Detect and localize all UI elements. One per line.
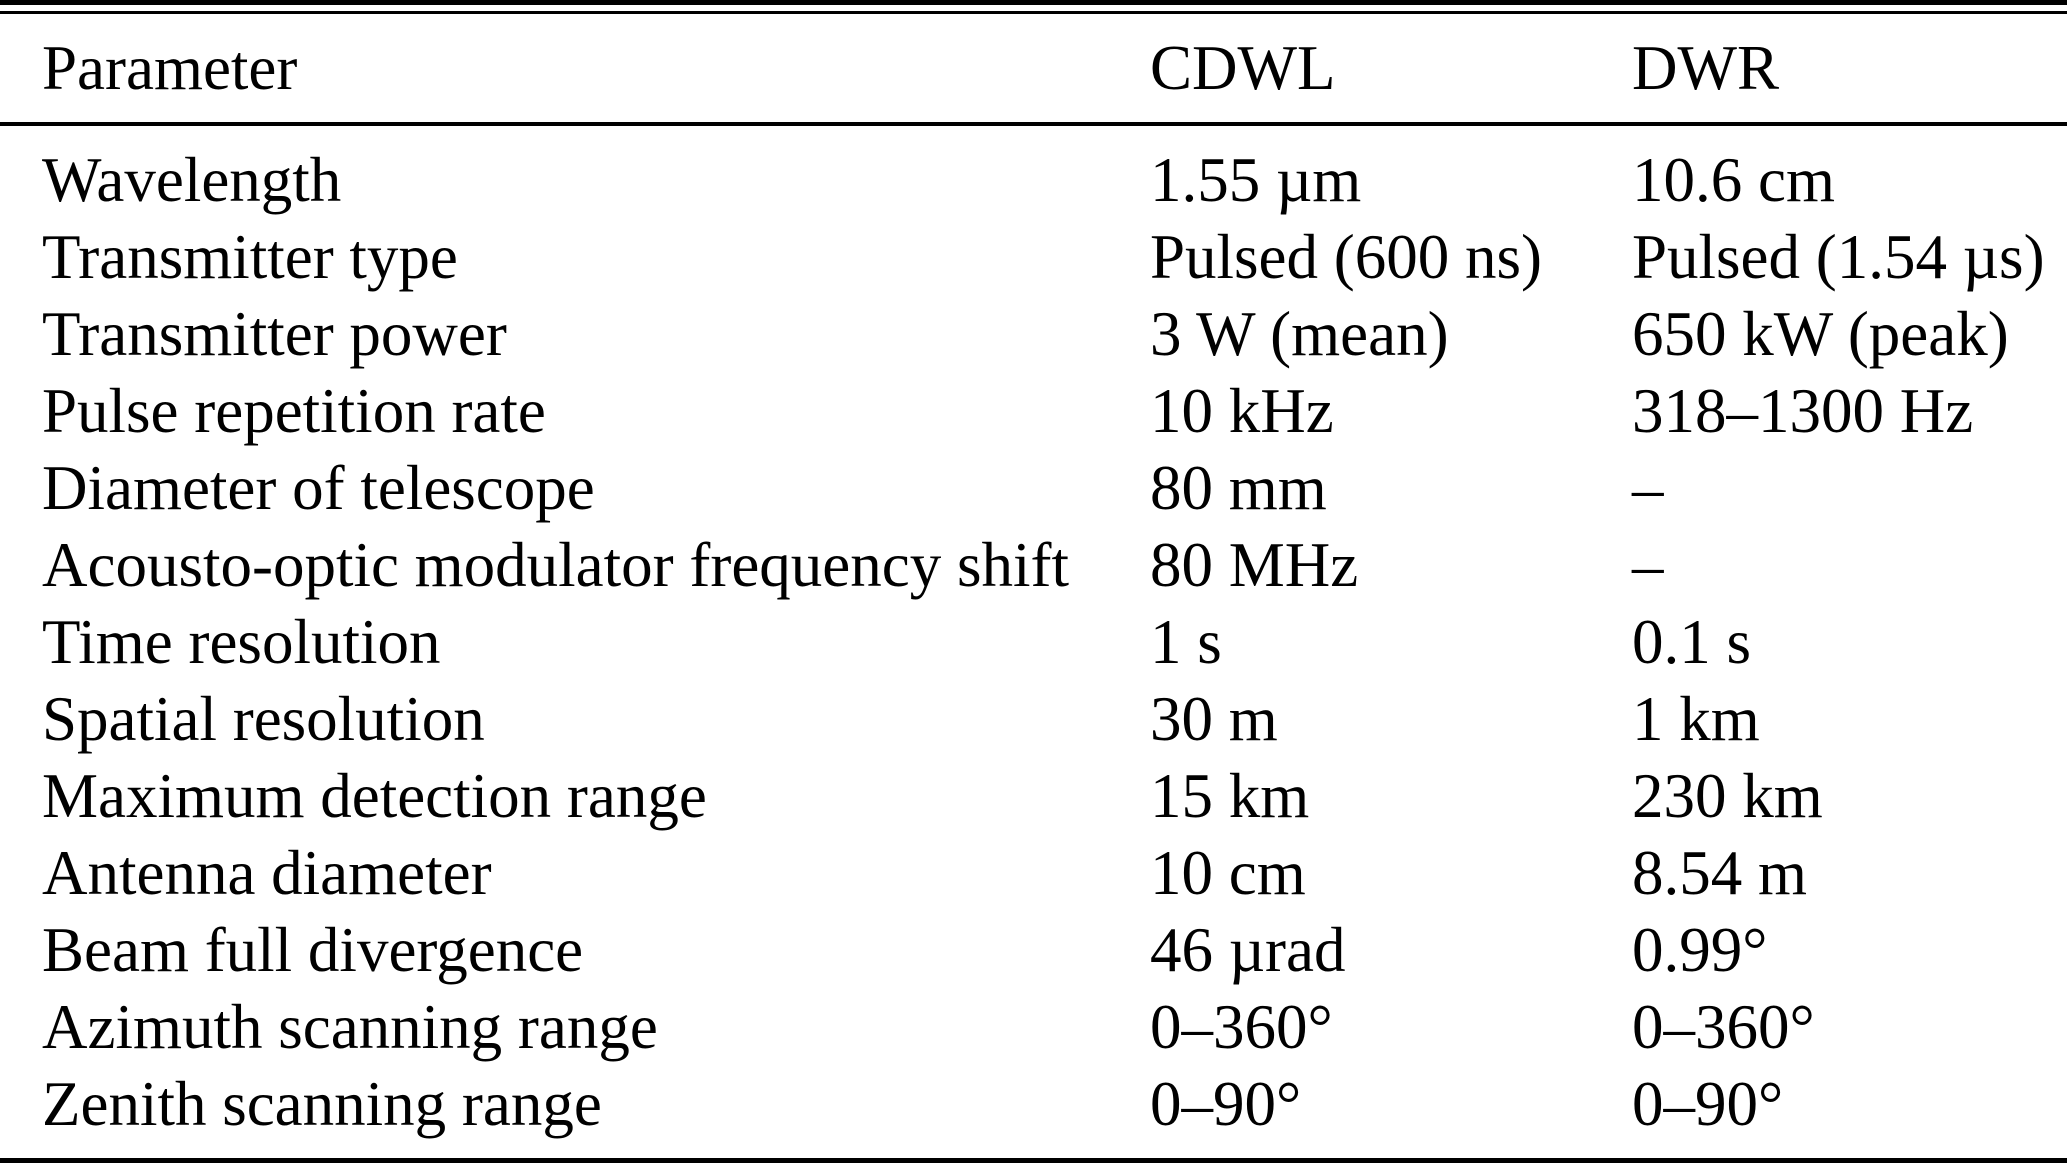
cell-cdwl: 80 MHz	[1150, 530, 1359, 600]
table-row-antenna-diameter: Antenna diameter 10 cm 8.54 m	[0, 835, 2067, 912]
table-header-row: Parameter CDWL DWR	[0, 14, 2067, 122]
cell-dwr: 650 kW (peak)	[1632, 299, 2009, 369]
cell-parameter: Beam full divergence	[42, 915, 584, 985]
cell-cdwl: 3 W (mean)	[1150, 299, 1449, 369]
cell-dwr: 8.54 m	[1632, 838, 1808, 908]
column-header-dwr: DWR	[1632, 32, 1779, 103]
table-row-time-resolution: Time resolution 1 s 0.1 s	[0, 604, 2067, 681]
table-top-rule-thick	[0, 0, 2067, 5]
table-row-spatial-resolution: Spatial resolution 30 m 1 km	[0, 681, 2067, 758]
cell-cdwl: 46 µrad	[1150, 915, 1346, 985]
cell-dwr: 0.1 s	[1632, 607, 1752, 677]
cell-parameter: Zenith scanning range	[42, 1069, 602, 1139]
cell-dwr: 1 km	[1632, 684, 1760, 754]
cell-parameter: Acousto-optic modulator frequency shift	[42, 530, 1069, 600]
table-body: Wavelength 1.55 µm 10.6 cm Transmitter t…	[0, 126, 2067, 1143]
cell-dwr: 10.6 cm	[1632, 145, 1835, 215]
cell-parameter: Antenna diameter	[42, 838, 492, 908]
table-row-beam-full-divergence: Beam full divergence 46 µrad 0.99°	[0, 912, 2067, 989]
cell-dwr: Pulsed (1.54 µs)	[1632, 222, 2045, 292]
column-header-cdwl: CDWL	[1150, 32, 1336, 103]
cell-parameter: Transmitter type	[42, 222, 458, 292]
cell-cdwl: 10 cm	[1150, 838, 1306, 908]
cell-parameter: Maximum detection range	[42, 761, 707, 831]
cell-cdwl: 15 km	[1150, 761, 1310, 831]
cell-cdwl: 80 mm	[1150, 453, 1327, 523]
table-row-maximum-detection-range: Maximum detection range 15 km 230 km	[0, 758, 2067, 835]
cell-cdwl: 1.55 µm	[1150, 145, 1362, 215]
cell-dwr: –	[1632, 453, 1664, 523]
cell-parameter: Diameter of telescope	[42, 453, 595, 523]
cell-cdwl: Pulsed (600 ns)	[1150, 222, 1542, 292]
cell-cdwl: 0–360°	[1150, 992, 1333, 1062]
cell-parameter: Pulse repetition rate	[42, 376, 546, 446]
table-row-wavelength: Wavelength 1.55 µm 10.6 cm	[0, 142, 2067, 219]
cell-parameter: Time resolution	[42, 607, 441, 677]
table-bottom-rule	[0, 1158, 2067, 1163]
cell-dwr: 318–1300 Hz	[1632, 376, 1974, 446]
cell-cdwl: 10 kHz	[1150, 376, 1334, 446]
cell-dwr: 0–360°	[1632, 992, 1815, 1062]
column-header-parameter: Parameter	[42, 32, 298, 103]
table-row-zenith-scanning-range: Zenith scanning range 0–90° 0–90°	[0, 1066, 2067, 1143]
table-top-rule-thin	[0, 11, 2067, 14]
table-row-azimuth-scanning-range: Azimuth scanning range 0–360° 0–360°	[0, 989, 2067, 1066]
header-divider-rule	[0, 122, 2067, 126]
cell-cdwl: 30 m	[1150, 684, 1278, 754]
cell-parameter: Spatial resolution	[42, 684, 485, 754]
cell-parameter: Azimuth scanning range	[42, 992, 658, 1062]
cell-dwr: 230 km	[1632, 761, 1823, 831]
cell-parameter: Wavelength	[42, 145, 342, 215]
table-row-pulse-repetition-rate: Pulse repetition rate 10 kHz 318–1300 Hz	[0, 373, 2067, 450]
table-row-transmitter-power: Transmitter power 3 W (mean) 650 kW (pea…	[0, 296, 2067, 373]
cell-dwr: 0.99°	[1632, 915, 1768, 985]
table-row-diameter-of-telescope: Diameter of telescope 80 mm –	[0, 450, 2067, 527]
cell-parameter: Transmitter power	[42, 299, 507, 369]
table-row-transmitter-type: Transmitter type Pulsed (600 ns) Pulsed …	[0, 219, 2067, 296]
table-row-acousto-optic-modulator-frequency-shift: Acousto-optic modulator frequency shift …	[0, 527, 2067, 604]
cell-cdwl: 0–90°	[1150, 1069, 1302, 1139]
cell-dwr: 0–90°	[1632, 1069, 1784, 1139]
cell-dwr: –	[1632, 530, 1664, 600]
cell-cdwl: 1 s	[1150, 607, 1222, 677]
